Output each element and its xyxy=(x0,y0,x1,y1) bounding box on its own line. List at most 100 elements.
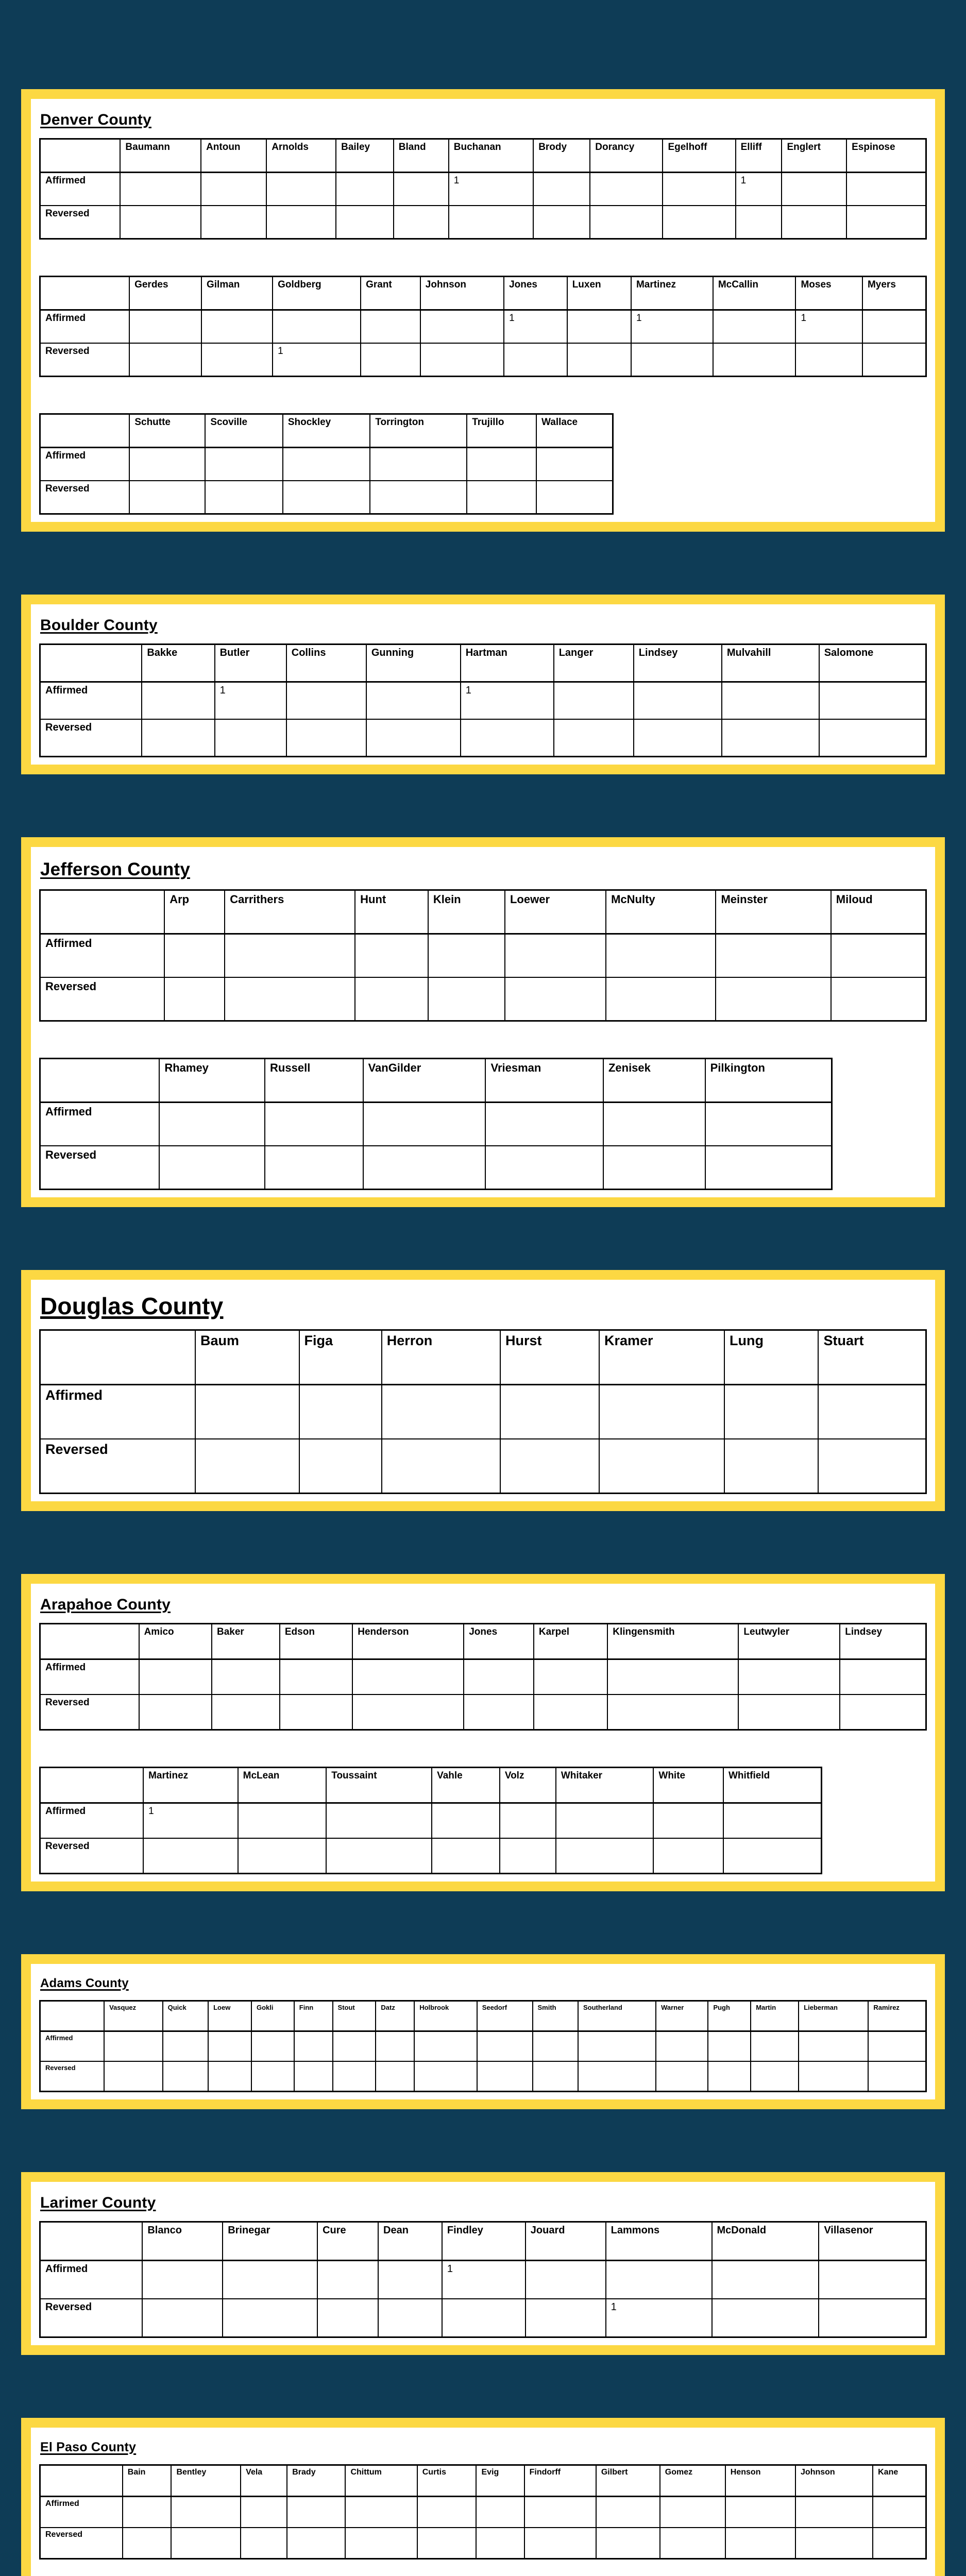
count-cell xyxy=(818,1438,927,1494)
row-label-cell: Reversed xyxy=(39,480,130,515)
county-title: Denver County xyxy=(40,111,151,128)
count-cell xyxy=(205,447,283,481)
county-card-adams-county: Adams County Vasquez Quick Loew Gokli Finn Sto… xyxy=(21,1954,945,2109)
count-cell xyxy=(369,447,468,481)
count-cell xyxy=(441,2298,526,2338)
count-cell xyxy=(653,1802,724,1839)
judge-column-header: Jones xyxy=(463,1623,534,1660)
count-cell xyxy=(375,2061,415,2092)
results-table: Amico Baker Edson Henderson Jones Karpel Kling… xyxy=(39,1623,927,1731)
county-card-boulder-county: Boulder County Bakke Butler Collins Gunning H… xyxy=(21,595,945,774)
count-cell xyxy=(868,2061,927,2092)
count-cell xyxy=(162,2030,209,2062)
count-cell xyxy=(266,205,337,240)
judge-column-header: Goldberg xyxy=(272,276,362,311)
header-row: Gerdes Gilman Goldberg Grant Johnson Jones Lux… xyxy=(39,276,927,311)
count-cell: 1 xyxy=(795,309,863,344)
count-cell xyxy=(715,977,832,1022)
count-cell xyxy=(282,480,371,515)
count-cell xyxy=(211,1694,280,1731)
judge-column-header: McLean xyxy=(237,1767,327,1804)
table-row: Affirmed xyxy=(39,2496,927,2528)
row-label-cell: Reversed xyxy=(39,1145,160,1190)
count-cell xyxy=(598,1384,725,1439)
count-cell xyxy=(211,1658,280,1695)
row-label-cell: Reversed xyxy=(39,2298,143,2338)
count-cell xyxy=(504,977,607,1022)
count-cell xyxy=(335,172,394,206)
count-cell xyxy=(781,205,848,240)
judge-column-header: Martin xyxy=(750,2000,800,2032)
count-cell xyxy=(655,2030,709,2062)
judge-column-header: Brody xyxy=(533,138,591,173)
corner-cell xyxy=(39,1623,140,1660)
judge-column-header: Trujillo xyxy=(466,413,537,448)
count-cell xyxy=(839,1694,927,1731)
count-cell xyxy=(143,1838,239,1874)
count-cell xyxy=(533,172,591,206)
judge-column-header: Buchanan xyxy=(448,138,534,173)
count-cell xyxy=(378,2260,443,2299)
count-cell: 1 xyxy=(441,2260,526,2299)
header-row: Bakke Butler Collins Gunning Hartman Langer Li… xyxy=(39,643,927,683)
table-row: Affirmed xyxy=(39,1101,833,1146)
judge-column-header: Lindsey xyxy=(839,1623,927,1660)
corner-cell xyxy=(39,889,165,935)
count-cell xyxy=(868,2030,927,2062)
count-cell xyxy=(846,205,927,240)
header-row: Schutte Scoville Shockley Torrington Trujill… xyxy=(39,413,614,448)
row-label-cell: Reversed xyxy=(39,343,130,377)
judge-column-header: Finn xyxy=(293,2000,333,2032)
count-cell xyxy=(264,1145,364,1190)
count-cell xyxy=(607,1658,739,1695)
count-cell xyxy=(335,205,394,240)
judge-column-header: Baumann xyxy=(120,138,202,173)
judge-column-header: Seedorf xyxy=(476,2000,533,2032)
judge-column-header: Dean xyxy=(378,2221,443,2261)
count-cell xyxy=(293,2030,333,2062)
count-cell xyxy=(724,1438,819,1494)
count-cell xyxy=(721,719,820,757)
judge-column-header: Klingensmith xyxy=(607,1623,739,1660)
table-row: Reversed xyxy=(39,2527,927,2560)
table-row: Affirmed xyxy=(39,933,927,978)
table-row: Affirmed 1 xyxy=(39,2260,927,2299)
count-cell xyxy=(659,2496,726,2528)
judge-column-header: Bentley xyxy=(171,2464,242,2497)
count-cell xyxy=(589,205,664,240)
count-cell xyxy=(378,2298,443,2338)
count-cell xyxy=(605,2260,713,2299)
count-cell xyxy=(362,1145,486,1190)
count-cell xyxy=(326,1838,433,1874)
judge-column-header: Blanco xyxy=(142,2221,224,2261)
results-table: Blanco Brinegar Cure Dean Findley Jouard Lammo… xyxy=(39,2221,927,2338)
count-cell xyxy=(735,205,783,240)
count-cell xyxy=(861,343,927,377)
count-cell xyxy=(607,1694,739,1731)
judge-column-header: Moses xyxy=(795,276,863,311)
judge-column-header: McNulty xyxy=(605,889,717,935)
count-cell xyxy=(704,1101,833,1146)
judge-column-header: Egelhoff xyxy=(662,138,736,173)
count-cell xyxy=(365,719,461,757)
count-cell xyxy=(200,205,267,240)
judge-column-header: Figa xyxy=(298,1329,382,1385)
judge-column-header: Luxen xyxy=(566,276,632,311)
count-cell xyxy=(553,719,634,757)
count-cell xyxy=(818,2260,927,2299)
count-cell xyxy=(416,2496,477,2528)
count-cell xyxy=(414,2061,478,2092)
judge-column-header: Villasenor xyxy=(818,2221,927,2261)
judge-column-header: Baum xyxy=(194,1329,300,1385)
count-cell xyxy=(605,977,717,1022)
count-cell xyxy=(830,933,927,978)
count-cell xyxy=(326,1802,433,1839)
count-cell xyxy=(872,2496,927,2528)
count-cell xyxy=(499,1838,556,1874)
header-row: Bain Bentley Vela Brady Chittum Curtis Evig Fin… xyxy=(39,2464,927,2497)
count-cell xyxy=(141,681,215,720)
count-cell xyxy=(194,1438,300,1494)
judge-column-header: Johnson xyxy=(419,276,505,311)
count-cell xyxy=(285,681,367,720)
table-row: Reversed xyxy=(39,1145,833,1190)
